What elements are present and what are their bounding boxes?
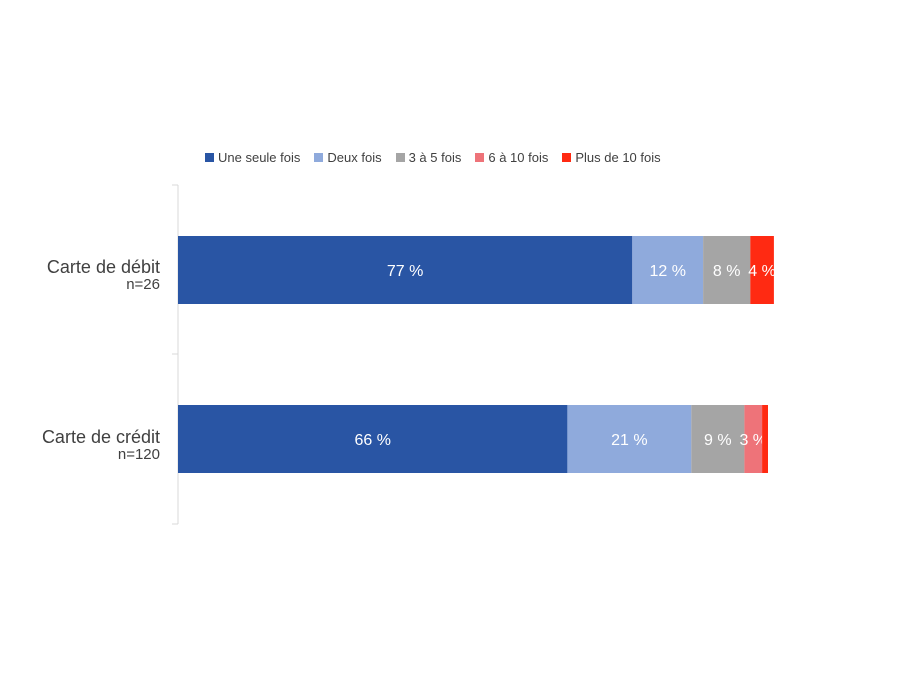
data-label: 21 % xyxy=(611,432,647,449)
data-label: 77 % xyxy=(387,263,423,280)
legend-swatch xyxy=(205,153,214,162)
legend-label: Plus de 10 fois xyxy=(575,150,661,165)
bar-segment xyxy=(567,405,692,473)
bar-segment xyxy=(178,236,633,304)
category-sample-size: n=26 xyxy=(126,275,160,293)
legend-label: Une seule fois xyxy=(218,150,301,165)
legend-label: 6 à 10 fois xyxy=(488,150,549,165)
legend-item: Plus de 10 fois xyxy=(562,150,661,165)
legend-label: 3 à 5 fois xyxy=(408,150,462,165)
legend-item: Deux fois xyxy=(314,150,382,165)
data-label: 12 % xyxy=(649,263,685,280)
data-label: 66 % xyxy=(354,432,390,449)
bar-segment xyxy=(632,236,704,304)
legend-swatch xyxy=(562,153,572,162)
legend-item: 3 à 5 fois xyxy=(395,150,462,165)
data-label: 4 % xyxy=(748,263,776,280)
category-label: Carte de débit n=26 xyxy=(47,258,160,293)
legend: Une seule fois Deux fois 3 à 5 fois 6 à … xyxy=(205,150,661,165)
category-sample-size: n=120 xyxy=(117,445,160,463)
legend-item: 6 à 10 fois xyxy=(475,150,548,165)
category-name: Carte de crédit xyxy=(41,427,160,447)
legend-swatch xyxy=(314,153,324,162)
data-label: 8 % xyxy=(713,263,741,280)
legend-label: Deux fois xyxy=(327,150,382,165)
legend-swatch xyxy=(395,153,405,162)
bar-segment xyxy=(691,405,745,473)
bar-segment xyxy=(762,405,768,473)
bar-segment xyxy=(750,236,774,304)
data-label: 9 % xyxy=(704,432,732,449)
category-name: Carte de débit xyxy=(46,257,160,277)
bar-segment xyxy=(744,405,763,473)
bar-segment xyxy=(703,236,751,304)
category-label: Carte de crédit n=120 xyxy=(42,428,160,463)
bar-segment xyxy=(178,405,568,473)
legend-item: Une seule fois xyxy=(205,150,300,165)
data-label: 3 % xyxy=(739,432,767,449)
legend-swatch xyxy=(475,153,485,162)
